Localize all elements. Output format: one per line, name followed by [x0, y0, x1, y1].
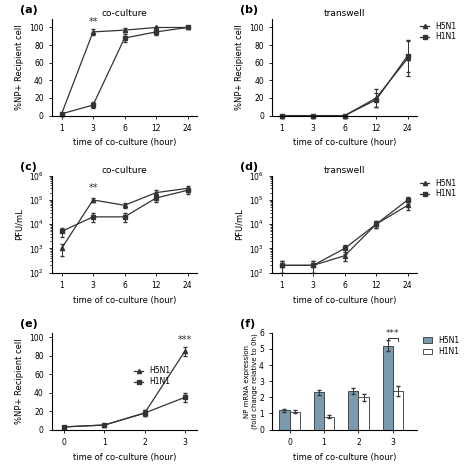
Y-axis label: %NP+ Recipient cell: %NP+ Recipient cell: [15, 24, 24, 110]
H1N1: [405, 53, 410, 58]
Title: co-culture: co-culture: [102, 9, 147, 18]
Text: (d): (d): [240, 162, 258, 172]
H1N1: [374, 221, 379, 227]
H5N1: [374, 221, 379, 227]
Title: transwell: transwell: [324, 166, 365, 175]
H1N1: [374, 97, 379, 103]
Text: (b): (b): [240, 5, 258, 15]
H1N1: [279, 262, 284, 268]
Line: H1N1: H1N1: [62, 395, 187, 429]
H5N1: [101, 422, 107, 428]
H1N1: [405, 197, 410, 203]
Line: H1N1: H1N1: [280, 54, 410, 118]
Y-axis label: %NP+ Recipient cell: %NP+ Recipient cell: [15, 339, 24, 424]
X-axis label: time of co-culture (hour): time of co-culture (hour): [73, 139, 176, 148]
Text: **: **: [88, 17, 98, 28]
H5N1: [342, 113, 347, 119]
Bar: [290, 412, 300, 430]
Legend: H5N1, H1N1: H5N1, H1N1: [417, 19, 460, 44]
Line: H1N1: H1N1: [280, 198, 410, 268]
Bar: [324, 417, 334, 430]
Title: co-culture: co-culture: [102, 166, 147, 175]
Text: (c): (c): [20, 162, 37, 172]
Y-axis label: PFU/mL: PFU/mL: [235, 208, 244, 240]
H5N1: [310, 262, 316, 268]
X-axis label: time of co-culture (hour): time of co-culture (hour): [293, 453, 396, 461]
H1N1: [279, 113, 284, 119]
H1N1: [61, 424, 67, 430]
H1N1: [101, 422, 107, 428]
H5N1: [61, 424, 67, 430]
Text: ***: ***: [386, 329, 400, 338]
Text: **: **: [88, 183, 98, 192]
Legend: H5N1, H1N1: H5N1, H1N1: [420, 333, 463, 359]
H1N1: [310, 113, 316, 119]
X-axis label: time of co-culture (hour): time of co-culture (hour): [293, 139, 396, 148]
H5N1: [342, 253, 347, 259]
Y-axis label: PFU/mL: PFU/mL: [14, 208, 23, 240]
Bar: [383, 346, 393, 430]
Bar: [279, 410, 290, 430]
H5N1: [142, 410, 147, 416]
Text: (a): (a): [20, 5, 38, 15]
Text: (f): (f): [240, 319, 255, 329]
H5N1: [405, 56, 410, 61]
H1N1: [142, 410, 147, 416]
X-axis label: time of co-culture (hour): time of co-culture (hour): [73, 296, 176, 304]
H1N1: [182, 395, 188, 400]
H5N1: [279, 113, 284, 119]
H1N1: [310, 262, 316, 268]
Line: H5N1: H5N1: [280, 56, 410, 118]
X-axis label: time of co-culture (hour): time of co-culture (hour): [293, 296, 396, 304]
X-axis label: time of co-culture (hour): time of co-culture (hour): [73, 453, 176, 461]
H5N1: [182, 348, 188, 354]
Bar: [358, 397, 369, 430]
H5N1: [374, 95, 379, 101]
Line: H5N1: H5N1: [280, 203, 410, 268]
H1N1: [342, 246, 347, 251]
Bar: [314, 392, 324, 430]
Text: (e): (e): [20, 319, 38, 329]
Title: transwell: transwell: [324, 9, 365, 18]
H5N1: [310, 113, 316, 119]
Bar: [393, 391, 403, 430]
Legend: H5N1, H1N1: H5N1, H1N1: [131, 363, 174, 389]
Y-axis label: %NP+ Recipient cell: %NP+ Recipient cell: [235, 24, 244, 110]
Text: ***: ***: [178, 335, 192, 345]
H5N1: [279, 262, 284, 268]
Bar: [348, 391, 358, 430]
Line: H5N1: H5N1: [62, 349, 187, 429]
H5N1: [405, 203, 410, 208]
Legend: H5N1, H1N1: H5N1, H1N1: [417, 176, 460, 201]
Y-axis label: NP mRNA expression
(fold change relative to 0h): NP mRNA expression (fold change relative…: [244, 333, 258, 429]
H1N1: [342, 113, 347, 119]
